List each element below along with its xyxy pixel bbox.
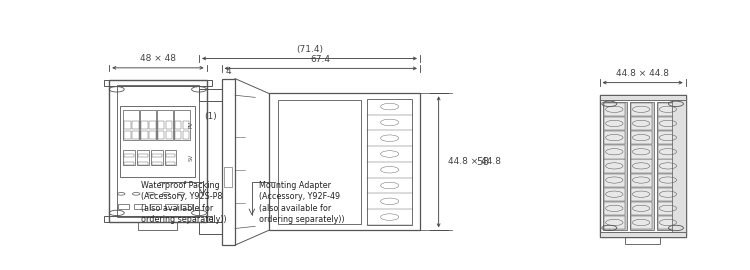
Bar (631, 103, 652, 116)
Bar (150, 204, 161, 210)
Bar (110, 80, 206, 222)
Bar (124, 110, 140, 140)
Bar (182, 131, 189, 139)
Bar (631, 145, 652, 158)
Bar (631, 174, 652, 187)
Bar (158, 121, 164, 129)
Bar (604, 174, 625, 187)
Bar (599, 232, 686, 237)
Bar (175, 131, 181, 139)
Bar (166, 154, 176, 157)
Bar (124, 131, 131, 139)
Bar (221, 79, 235, 245)
Text: 4: 4 (226, 67, 231, 76)
Text: Mounting Adapter
(Accessory, Y92F-49
(also available for
ordering separately)): Mounting Adapter (Accessory, Y92F-49 (al… (259, 181, 344, 224)
Bar (166, 204, 176, 210)
Bar (658, 202, 679, 215)
Bar (152, 162, 161, 164)
Bar (149, 131, 156, 139)
Bar (658, 117, 679, 130)
Bar (121, 106, 195, 177)
Bar (631, 117, 652, 130)
Bar (158, 131, 164, 139)
Bar (141, 131, 148, 139)
Bar (199, 222, 221, 234)
Text: Waterproof Packing
(Accessory, Y92S-P8
(also available for
ordering separately)): Waterproof Packing (Accessory, Y92S-P8 (… (142, 181, 227, 224)
Bar (118, 204, 130, 210)
Bar (124, 162, 134, 164)
Bar (631, 216, 652, 229)
Bar (604, 117, 625, 130)
Bar (657, 102, 680, 230)
Bar (141, 121, 148, 129)
Bar (658, 188, 679, 201)
Bar (182, 121, 189, 129)
Bar (604, 188, 625, 201)
Bar (599, 95, 686, 237)
Text: (71.4): (71.4) (296, 45, 323, 54)
Bar (268, 93, 420, 230)
Bar (166, 162, 176, 164)
Text: SV: SV (189, 154, 194, 161)
Bar (658, 103, 679, 116)
Bar (604, 131, 625, 144)
Bar (152, 154, 161, 157)
Bar (599, 95, 686, 100)
Bar (604, 103, 625, 116)
Bar (138, 154, 148, 157)
Bar (132, 121, 139, 129)
Text: (1): (1) (204, 112, 217, 122)
Bar (658, 159, 679, 173)
Bar (181, 204, 192, 210)
Bar (672, 100, 686, 232)
Bar (149, 121, 156, 129)
Bar (367, 99, 413, 225)
Bar (604, 159, 625, 173)
Bar (151, 150, 163, 165)
Bar (604, 145, 625, 158)
Bar (631, 202, 652, 215)
Bar (137, 150, 148, 165)
Text: 48 × 48: 48 × 48 (140, 54, 176, 63)
Bar (132, 131, 139, 139)
Bar (124, 121, 131, 129)
Bar (658, 174, 679, 187)
Text: 44.8 × 44.8: 44.8 × 44.8 (448, 157, 500, 166)
Bar (124, 154, 134, 157)
Text: 67.4: 67.4 (310, 55, 331, 63)
Bar (139, 222, 177, 230)
Bar (603, 102, 627, 230)
Bar (658, 216, 679, 229)
Bar (157, 110, 173, 140)
Bar (658, 131, 679, 144)
Bar (134, 204, 146, 210)
Bar (199, 89, 221, 102)
Text: 44.8 × 44.8: 44.8 × 44.8 (616, 69, 669, 78)
Text: PV: PV (189, 121, 194, 128)
Bar (626, 237, 660, 244)
Bar (604, 202, 625, 215)
Bar (166, 121, 172, 129)
Bar (140, 110, 156, 140)
Bar (658, 145, 679, 158)
Bar (165, 150, 176, 165)
Bar (124, 150, 135, 165)
Bar (174, 110, 190, 140)
Bar (631, 159, 652, 173)
Bar (604, 216, 625, 229)
Bar (104, 216, 212, 222)
Text: 58: 58 (476, 157, 489, 167)
Bar (175, 121, 181, 129)
Bar (278, 100, 361, 224)
Bar (224, 167, 232, 187)
Bar (631, 188, 652, 201)
Bar (630, 102, 653, 230)
Bar (166, 131, 172, 139)
Bar (138, 162, 148, 164)
Bar (631, 131, 652, 144)
Bar (117, 85, 199, 217)
Bar (104, 80, 212, 86)
